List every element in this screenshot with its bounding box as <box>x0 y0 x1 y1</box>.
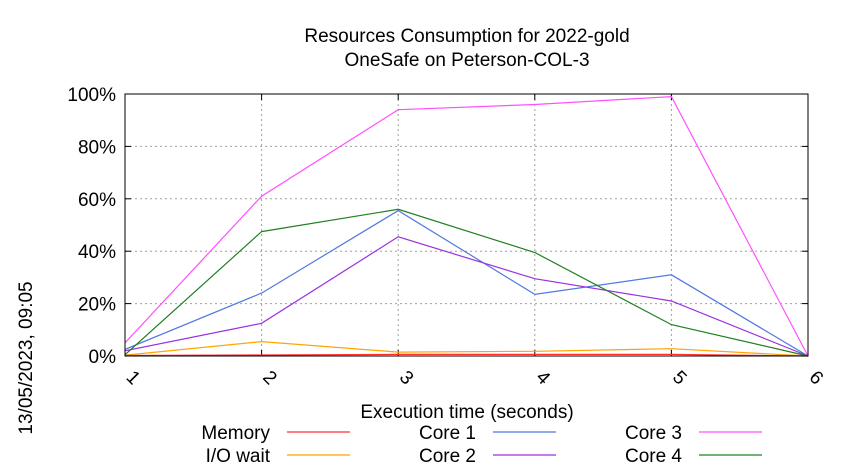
plot-frame <box>124 93 809 357</box>
series-lines <box>124 95 809 357</box>
x-tick-label: 6 <box>805 367 827 389</box>
chart-title: Resources Consumption for 2022-gold <box>304 26 629 47</box>
y-axis-ticks: 0% 20% 40% 60% 80% 100% <box>67 85 808 368</box>
series-line-core-1 <box>124 209 809 357</box>
y-tick-label: 100% <box>67 85 116 106</box>
legend-label-i-o-wait: I/O wait <box>206 446 271 467</box>
chart-subtitle: OneSafe on Peterson-COL-3 <box>344 50 589 71</box>
x-tick-label: 5 <box>668 367 690 389</box>
series-line-memory <box>124 353 809 357</box>
legend-label-core-4: Core 4 <box>625 446 682 467</box>
timestamp-label: 13/05/2023, 09:05 <box>16 281 37 434</box>
legend-label-core-1: Core 1 <box>419 423 476 444</box>
grid-lines <box>125 94 808 356</box>
legend-label-core-3: Core 3 <box>625 423 682 444</box>
legend-label-core-2: Core 2 <box>419 446 476 467</box>
x-tick-label: 4 <box>532 367 555 390</box>
series-line-core-3 <box>124 95 809 357</box>
y-tick-label: 60% <box>78 190 116 211</box>
series-line-i-o-wait <box>124 340 809 357</box>
y-tick-label: 40% <box>78 242 116 263</box>
series-line-core-2 <box>124 236 809 357</box>
legend-label-memory: Memory <box>201 423 270 444</box>
x-tick-label: 1 <box>122 367 144 389</box>
y-tick-label: 20% <box>78 295 116 316</box>
y-tick-label: 0% <box>89 347 117 368</box>
y-tick-label: 80% <box>78 137 116 158</box>
series-line-core-4 <box>124 208 809 357</box>
x-tick-label: 3 <box>395 367 417 389</box>
x-tick-label: 2 <box>258 367 280 389</box>
x-axis-label: Execution time (seconds) <box>360 402 573 423</box>
